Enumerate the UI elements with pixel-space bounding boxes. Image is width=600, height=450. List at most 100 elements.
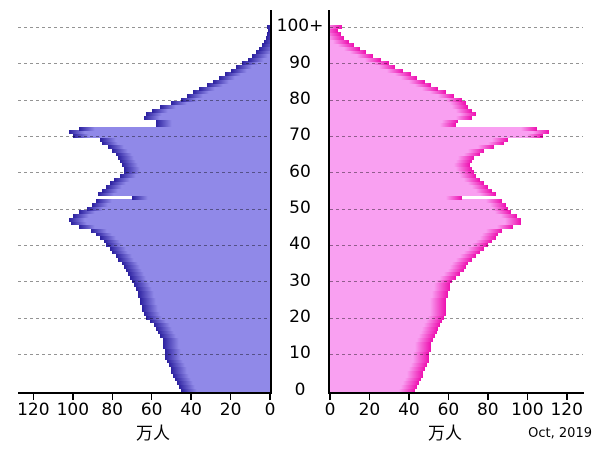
female-bar-age-73 <box>330 123 457 128</box>
female-gridline-age-30 <box>330 281 583 283</box>
male-bars-panel <box>18 25 270 393</box>
male-bar-age-57 <box>110 181 270 186</box>
female-bar-age-30 <box>330 279 453 284</box>
male-bar-age-74 <box>155 119 270 124</box>
male-bar-age-62 <box>122 163 270 168</box>
female-bar-age-32 <box>330 272 461 277</box>
male-bar-age-89 <box>236 64 270 69</box>
female-bar-age-88 <box>330 68 403 73</box>
male-tick-label-60: 60 <box>140 400 163 420</box>
female-bar-age-91 <box>330 57 382 62</box>
female-bar-age-56 <box>330 184 488 189</box>
male-bar-age-21 <box>143 312 270 317</box>
male-bar-age-9 <box>165 355 270 360</box>
male-bar-age-49 <box>78 210 270 215</box>
male-bar-age-10 <box>165 352 270 357</box>
male-bar-age-84 <box>206 83 270 88</box>
female-bar-age-25 <box>330 297 447 302</box>
age-tick-label-0: 0 <box>294 379 306 400</box>
female-gridline-age-70 <box>330 135 583 137</box>
female-bar-age-54 <box>330 192 496 197</box>
female-gridline-age-80 <box>330 99 583 101</box>
male-age-axis-line <box>270 10 272 394</box>
age-tick-label-60: 60 <box>289 161 311 182</box>
female-bar-age-96 <box>330 39 349 44</box>
female-bar-age-9 <box>330 355 429 360</box>
female-bar-age-67 <box>330 144 494 149</box>
female-bar-age-16 <box>330 330 437 335</box>
male-bar-age-37 <box>116 253 270 258</box>
female-bar-age-40 <box>330 243 488 248</box>
female-bar-age-76 <box>330 112 476 117</box>
female-bar-age-38 <box>330 250 480 255</box>
male-bar-age-39 <box>110 246 270 251</box>
female-bar-age-2 <box>330 381 419 386</box>
female-bar-age-85 <box>330 79 425 84</box>
male-bar-age-0 <box>181 388 270 393</box>
male-bar-age-65 <box>116 152 270 157</box>
male-bar-age-55 <box>102 188 270 193</box>
female-tick-label-60: 60 <box>437 400 460 420</box>
male-bar-age-73 <box>155 123 270 128</box>
age-tick-label-80: 80 <box>289 89 311 109</box>
male-bar-age-47 <box>68 217 270 222</box>
female-bar-age-18 <box>330 322 441 327</box>
male-bar-age-31 <box>129 275 270 280</box>
male-bar-age-29 <box>133 282 270 287</box>
female-bar-age-14 <box>330 337 433 342</box>
male-bar-age-14 <box>163 337 270 342</box>
male-bar-age-93 <box>256 50 270 55</box>
female-bar-age-48 <box>330 213 518 218</box>
female-tick-100 <box>526 394 528 400</box>
male-bar-age-98 <box>266 32 270 37</box>
male-bar-age-26 <box>137 293 270 298</box>
female-tick-20 <box>368 394 371 400</box>
male-gridline-age-40 <box>18 244 270 246</box>
female-bar-age-49 <box>330 210 512 215</box>
male-bar-age-87 <box>224 72 270 77</box>
male-tick-120 <box>32 394 35 400</box>
male-bar-age-13 <box>163 341 270 346</box>
male-bar-age-82 <box>193 90 270 95</box>
male-bar-age-18 <box>153 322 270 327</box>
female-tick-80 <box>487 394 489 400</box>
male-bar-age-41 <box>104 239 270 244</box>
male-bar-age-90 <box>242 61 270 66</box>
female-bar-age-60 <box>330 170 474 175</box>
female-bar-age-50 <box>330 206 508 211</box>
female-bar-age-29 <box>330 282 451 287</box>
female-bar-age-94 <box>330 46 360 51</box>
female-bar-age-68 <box>330 141 504 146</box>
female-value-axis-line <box>328 392 584 394</box>
male-bar-age-44 <box>90 228 270 233</box>
male-bar-age-83 <box>199 86 270 91</box>
male-tick-0 <box>269 394 271 400</box>
female-tick-label-80: 80 <box>476 400 499 420</box>
male-tick-label-80: 80 <box>101 400 123 420</box>
male-gridline-age-30 <box>18 281 270 283</box>
male-bar-age-3 <box>175 377 270 382</box>
female-axis-unit-label: 万人 <box>428 424 462 444</box>
male-gridline-age-90 <box>18 63 270 65</box>
female-bar-age-47 <box>330 217 522 222</box>
male-gridline-age-60 <box>18 172 270 174</box>
female-bar-age-41 <box>330 239 492 244</box>
male-bar-age-4 <box>173 373 270 378</box>
male-bar-age-34 <box>124 264 270 269</box>
male-bar-age-92 <box>252 54 270 59</box>
female-bar-age-11 <box>330 348 431 353</box>
age-tick-label-90: 90 <box>289 52 311 73</box>
male-gridline-age-80 <box>18 99 270 101</box>
male-tick-label-40: 40 <box>180 400 202 420</box>
female-bar-age-23 <box>330 304 447 309</box>
female-bar-age-64 <box>330 155 474 160</box>
female-bar-age-78 <box>330 104 469 109</box>
female-tick-120 <box>566 394 568 400</box>
female-gridline-age-20 <box>330 317 583 319</box>
male-value-axis-line <box>18 392 272 394</box>
male-bar-age-95 <box>262 43 270 48</box>
female-bar-age-79 <box>330 101 467 106</box>
male-bar-age-32 <box>127 272 270 277</box>
male-tick-80 <box>111 394 113 400</box>
female-bar-age-55 <box>330 188 492 193</box>
